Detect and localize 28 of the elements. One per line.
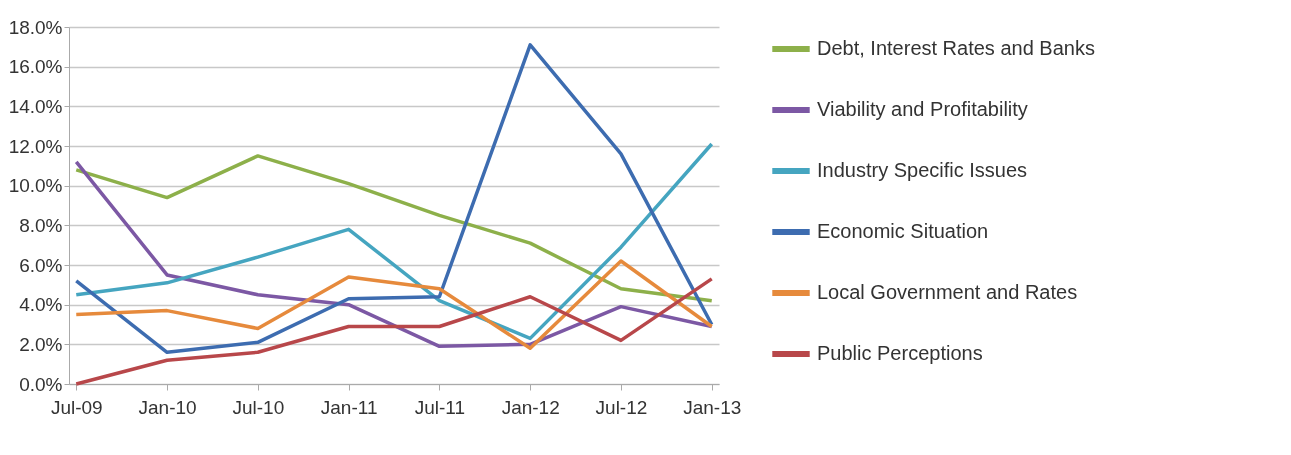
line-series [74,277,714,386]
x-tick-label: Jul-11 [414,396,466,418]
y-tick-label: 8.0% [19,214,63,236]
x-tick-label: Jan-10 [138,396,197,418]
x-tick-label: Jul-10 [232,396,285,418]
y-tick-label: 2.0% [19,333,63,355]
x-tick-label: Jan-13 [683,396,742,418]
legend-label: Viability and Profitability [817,98,1028,120]
x-tick-label: Jan-12 [501,396,560,418]
y-tick-label: 18.0% [8,16,63,38]
x-tick-label: Jul-12 [595,396,648,418]
line-series [74,259,714,351]
y-tick-label: 16.0% [8,56,63,78]
legend-label: Debt, Interest Rates and Banks [817,37,1095,59]
x-tick-label: Jul-09 [50,396,103,418]
y-tick-label: 0.0% [19,373,63,395]
y-tick-label: 14.0% [8,95,63,117]
legend-label: Economic Situation [817,220,989,242]
legend-label: Public Perceptions [817,342,983,364]
x-tick-label: Jan-11 [320,396,378,418]
legend-label: Industry Specific Issues [817,159,1028,181]
legend-label: Local Government and Rates [817,281,1078,303]
y-tick-label: 10.0% [8,175,63,197]
y-tick-label: 12.0% [8,135,63,157]
line-series [74,43,714,355]
y-tick-label: 6.0% [19,254,63,276]
line-series [74,154,714,303]
y-tick-label: 4.0% [19,294,63,316]
